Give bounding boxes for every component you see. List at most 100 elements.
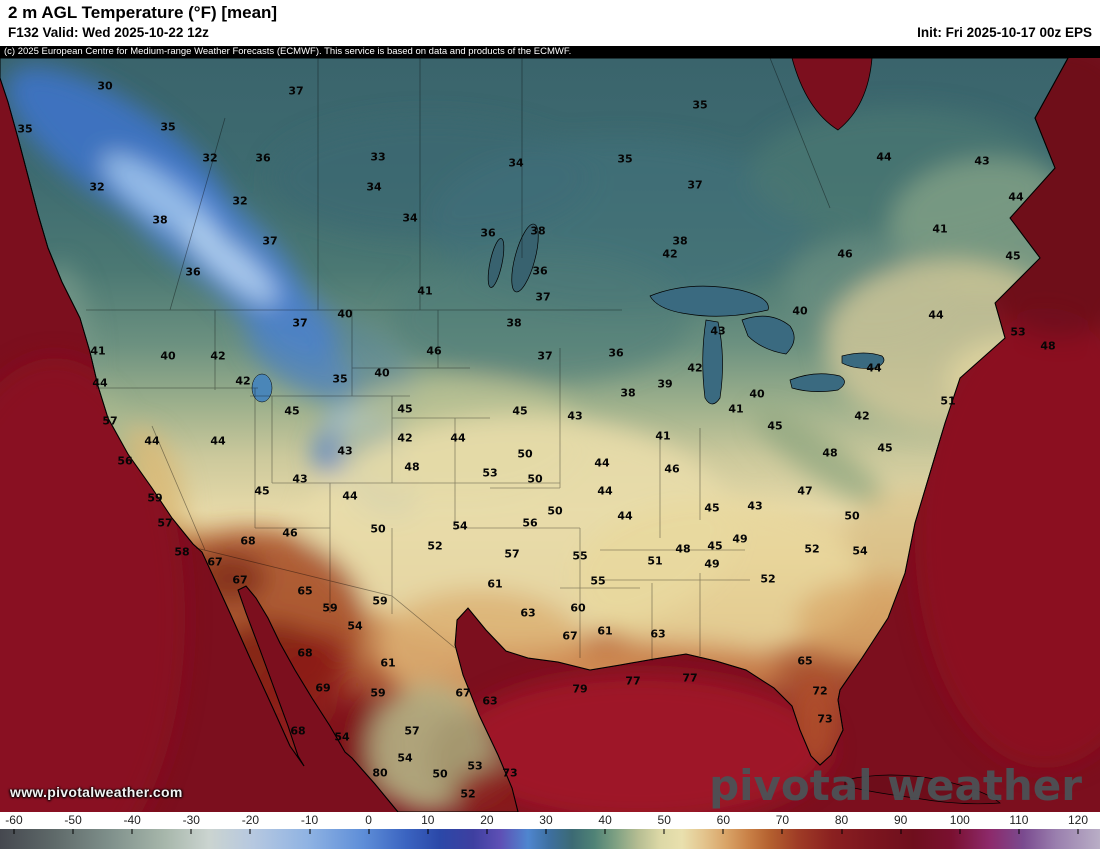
- temp-value: 32: [232, 194, 248, 208]
- temp-value: 44: [342, 489, 358, 503]
- temp-value: 45: [512, 404, 528, 418]
- station-temperature-values: 30 37 35 35 35 32 36 33 34 35 44 43 32 34 37 44 32 38 34 36…: [0, 58, 1100, 812]
- temp-value: 59: [372, 594, 388, 608]
- temp-value: 35: [692, 98, 708, 112]
- colorbar-tick-mark: [722, 829, 724, 834]
- temp-value: 80: [372, 766, 388, 780]
- colorbar-tick-mark: [900, 829, 902, 834]
- temp-value: 58: [174, 545, 190, 559]
- temp-value: 61: [380, 656, 396, 670]
- temp-value: 79: [572, 682, 588, 696]
- temp-value: 48: [822, 446, 838, 460]
- temp-value: 41: [417, 284, 433, 298]
- colorbar-tick-mark: [13, 829, 15, 834]
- temp-value: 44: [210, 434, 226, 448]
- temp-value: 52: [460, 787, 476, 801]
- colorbar-tick-mark: [427, 829, 429, 834]
- colorbar-tick-mark: [781, 829, 783, 834]
- colorbar-tick-label: -50: [64, 813, 82, 827]
- temp-value: 43: [337, 444, 353, 458]
- colorbar-tick-mark: [663, 829, 665, 834]
- temp-value: 60: [570, 601, 586, 615]
- colorbar-tick-labels: -60 -50 -40 -30 -20 -10 0 10 20 30 40 50 60 70 80 90 100…: [0, 813, 1100, 828]
- temp-value: 41: [932, 222, 948, 236]
- temp-value: 40: [374, 366, 390, 380]
- colorbar-tick-label: -60: [5, 813, 23, 827]
- temp-value: 36: [532, 264, 548, 278]
- temp-value: 42: [662, 247, 678, 261]
- colorbar-tick-mark: [72, 829, 74, 834]
- temp-value: 50: [370, 522, 386, 536]
- temp-value: 49: [704, 557, 720, 571]
- temp-value: 57: [157, 516, 173, 530]
- temp-value: 45: [877, 441, 893, 455]
- temp-value: 38: [620, 386, 636, 400]
- temp-value: 61: [597, 624, 613, 638]
- temp-value: 57: [404, 724, 420, 738]
- temp-value: 40: [337, 307, 353, 321]
- temp-value: 32: [89, 180, 105, 194]
- temp-value: 44: [617, 509, 633, 523]
- temp-value: 30: [97, 79, 113, 93]
- temp-value: 44: [597, 484, 613, 498]
- page-title: 2 m AGL Temperature (°F) [mean]: [8, 3, 278, 22]
- temp-value: 65: [797, 654, 813, 668]
- temp-value: 45: [707, 539, 723, 553]
- temp-value: 36: [255, 151, 271, 165]
- temp-value: 57: [504, 547, 520, 561]
- colorbar-tick-label: 100: [949, 813, 970, 827]
- temperature-map[interactable]: 30 37 35 35 35 32 36 33 34 35 44 43 32 34 37 44 32 38 34 36…: [0, 58, 1100, 812]
- temp-value: 41: [655, 429, 671, 443]
- temp-value: 72: [812, 684, 828, 698]
- temp-value: 48: [404, 460, 420, 474]
- temp-value: 48: [675, 542, 691, 556]
- hudson-bay: [791, 58, 873, 131]
- temp-value: 50: [844, 509, 860, 523]
- temp-value: 63: [520, 606, 536, 620]
- temp-value: 67: [455, 686, 471, 700]
- temp-value: 37: [288, 84, 304, 98]
- temp-value: 40: [160, 349, 176, 363]
- temp-value: 35: [160, 120, 176, 134]
- temp-value: 54: [347, 619, 363, 633]
- temp-value: 36: [185, 265, 201, 279]
- temp-value: 44: [876, 150, 892, 164]
- temp-value: 68: [240, 534, 256, 548]
- temp-value: 38: [530, 224, 546, 238]
- temp-value: 40: [792, 304, 808, 318]
- temp-value: 69: [315, 681, 331, 695]
- colorbar-tick-label: 0: [365, 813, 372, 827]
- colorbar-tick-label: 10: [421, 813, 435, 827]
- colorbar-tick-mark: [309, 829, 311, 834]
- colorbar-tick-mark: [841, 829, 843, 834]
- temp-value: 38: [152, 213, 168, 227]
- temp-value: 73: [502, 766, 518, 780]
- temp-value: 59: [147, 491, 163, 505]
- cuba: [844, 774, 1001, 805]
- temp-value: 44: [450, 431, 466, 445]
- temp-value: 53: [1010, 325, 1026, 339]
- temp-value: 61: [487, 577, 503, 591]
- temp-value: 46: [282, 526, 298, 540]
- temp-value: 33: [370, 150, 386, 164]
- temp-value: 45: [284, 404, 300, 418]
- temp-value: 36: [608, 346, 624, 360]
- temp-value: 77: [682, 671, 698, 685]
- temp-value: 47: [797, 484, 813, 498]
- temp-value: 46: [837, 247, 853, 261]
- copyright-bar: (c) 2025 European Centre for Medium-rang…: [0, 46, 1100, 58]
- temp-value: 37: [537, 349, 553, 363]
- temp-value: 51: [940, 394, 956, 408]
- temp-value: 42: [397, 431, 413, 445]
- temp-value: 45: [254, 484, 270, 498]
- temp-value: 45: [397, 402, 413, 416]
- temp-value: 32: [202, 151, 218, 165]
- temp-value: 45: [767, 419, 783, 433]
- colorbar-tick-label: -10: [300, 813, 319, 827]
- temp-value: 37: [535, 290, 551, 304]
- copyright-text: (c) 2025 European Centre for Medium-rang…: [4, 46, 572, 57]
- temp-value: 34: [402, 211, 418, 225]
- colorbar-tick-label: 60: [716, 813, 731, 827]
- temp-value: 34: [508, 156, 524, 170]
- colorbar-gradient: [0, 829, 1100, 849]
